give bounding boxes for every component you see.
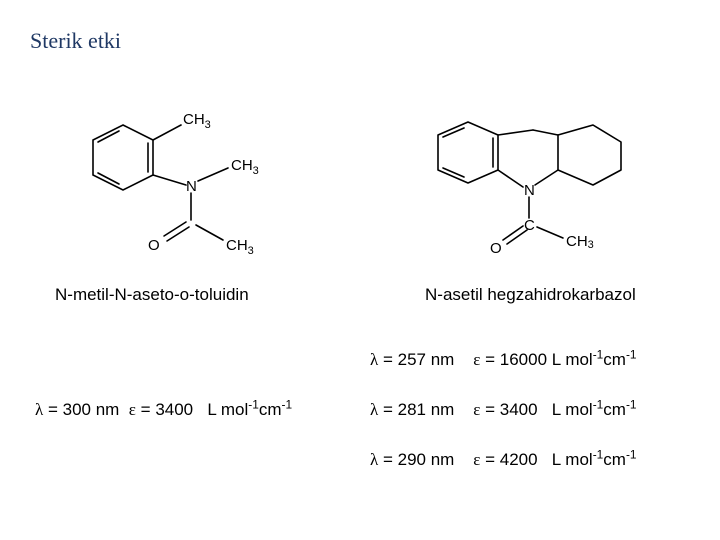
n-label: N xyxy=(186,178,197,195)
o-label: O xyxy=(148,237,160,254)
ch3-label-2: CH xyxy=(231,157,253,174)
ch3-sub-3: 3 xyxy=(247,245,253,257)
svg-text:CH3: CH3 xyxy=(231,157,259,177)
structure-right: N C O CH3 xyxy=(423,90,653,270)
right-spec-line-0: λ = 257 nm ε = 16000 L mol-1cm-1 xyxy=(370,350,637,370)
r1-lambda: 281 xyxy=(398,400,426,419)
compound-name-left: N-metil-N-aseto-o-toluidin xyxy=(55,285,249,305)
structures-row: CH3 CH3 N O CH3 xyxy=(0,90,720,270)
o-label-2: O xyxy=(490,240,502,257)
left-lambda: 300 xyxy=(63,400,91,419)
r1-eps: 3400 xyxy=(500,400,538,419)
compound-name-right: N-asetil hegzahidrokarbazol xyxy=(425,285,636,305)
ch3-sub: 3 xyxy=(204,119,210,131)
unit-cm-r1: cm xyxy=(603,400,626,419)
right-spec-line-1: λ = 281 nm ε = 3400 L mol-1cm-1 xyxy=(370,400,637,420)
n-label-2: N xyxy=(524,182,535,199)
right-spec-line-2: λ = 290 nm ε = 4200 L mol-1cm-1 xyxy=(370,450,637,470)
r0-lambda: 257 xyxy=(398,350,426,369)
structure-left-svg: CH3 CH3 N O CH3 xyxy=(68,90,288,270)
r2-lambda: 290 xyxy=(398,450,426,469)
unit-mol-r1: L mol xyxy=(552,400,593,419)
ch3-sub-4: 3 xyxy=(587,239,593,251)
structure-right-svg: N C O CH3 xyxy=(423,90,653,270)
ch3-label: CH xyxy=(183,111,205,128)
unit-mol: L mol xyxy=(207,400,248,419)
slide: Sterik etki xyxy=(0,0,720,540)
svg-text:CH3: CH3 xyxy=(226,237,254,257)
unit-mol-r2: L mol xyxy=(552,450,593,469)
c-label: C xyxy=(524,217,535,234)
r0-eps: 16000 xyxy=(500,350,547,369)
svg-text:CH3: CH3 xyxy=(566,233,594,251)
left-spec-line: λ = 300 nm ε = 3400 L mol-1cm-1 xyxy=(35,400,292,420)
left-eps: 3400 xyxy=(155,400,193,419)
unit-cm-r2: cm xyxy=(603,450,626,469)
ch3-label-4: CH xyxy=(566,233,588,250)
unit-cm: cm xyxy=(259,400,282,419)
unit-cm-r0: cm xyxy=(603,350,626,369)
unit-mol-r0: L mol xyxy=(552,350,593,369)
ch3-label-3: CH xyxy=(226,237,248,254)
ch3-sub-2: 3 xyxy=(252,165,258,177)
r2-eps: 4200 xyxy=(500,450,538,469)
structure-left: CH3 CH3 N O CH3 xyxy=(68,90,288,270)
svg-text:CH3: CH3 xyxy=(183,111,211,131)
slide-title: Sterik etki xyxy=(30,28,121,54)
